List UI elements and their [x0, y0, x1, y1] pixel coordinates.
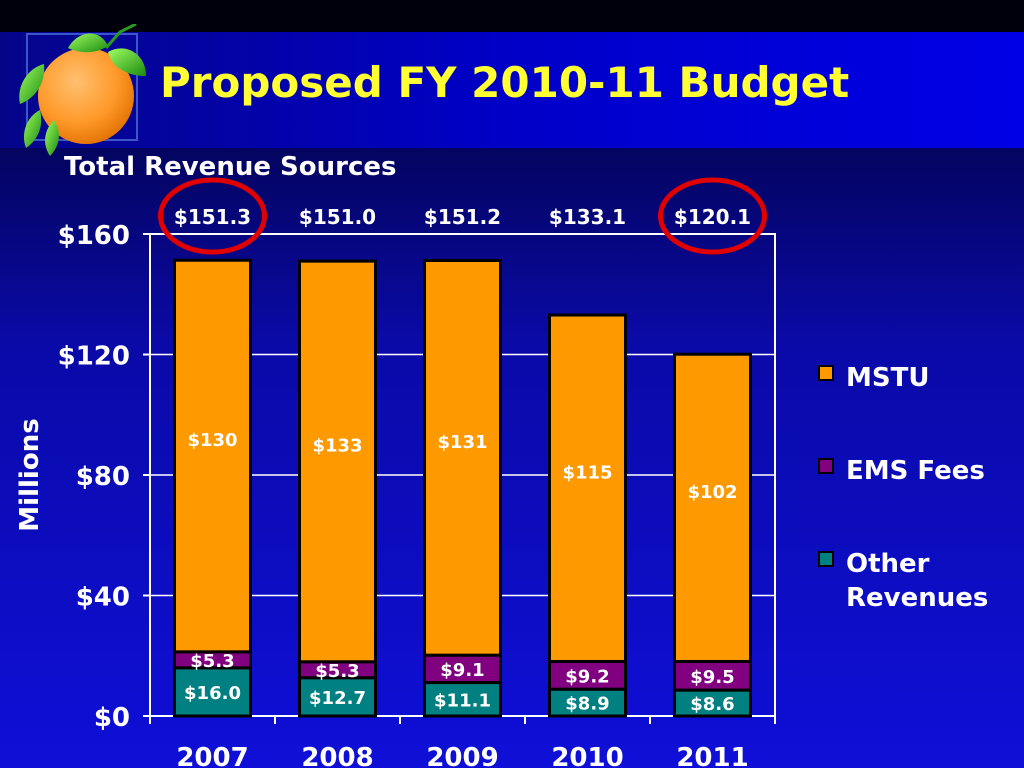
- total-label: $120.1: [674, 205, 751, 229]
- bar-mstu: [173, 258, 252, 654]
- data-label-other-revenues: $8.6: [690, 694, 734, 715]
- highlight-circle: [158, 177, 267, 255]
- slide-title: Proposed FY 2010-11 Budget: [160, 58, 850, 107]
- data-label-mstu: $130: [187, 430, 237, 451]
- bar-mstu: [423, 259, 502, 657]
- data-label-ems-fees: $5.3: [190, 651, 234, 672]
- data-label-ems-fees: $5.3: [315, 661, 359, 682]
- data-label-mstu: $115: [562, 462, 612, 483]
- legend-swatch-mstu: [818, 365, 834, 381]
- x-tick-label: 2008: [301, 743, 373, 768]
- highlight-circle: [658, 177, 767, 255]
- title-band: [0, 32, 1024, 148]
- data-label-mstu: $131: [437, 432, 487, 453]
- y-axis-label: Millions: [15, 418, 45, 531]
- total-label: $151.0: [299, 205, 376, 229]
- legend-label-mstu: MSTU: [846, 363, 930, 393]
- legend-label-other-line1: Other: [846, 549, 930, 579]
- x-tick-label: 2011: [676, 743, 748, 768]
- data-label-mstu: $102: [687, 482, 737, 503]
- bar-other-revenues: [173, 666, 252, 718]
- legend-swatch-ems-fees: [818, 458, 834, 474]
- data-label-other-revenues: $11.1: [434, 690, 491, 711]
- data-label-ems-fees: $9.1: [440, 660, 484, 681]
- total-label: $133.1: [549, 205, 626, 229]
- data-label-other-revenues: $8.9: [565, 694, 609, 715]
- legend-label-other-revenues: Other Revenues: [846, 547, 988, 615]
- top-bar: [0, 0, 1024, 32]
- data-label-other-revenues: $12.7: [309, 688, 366, 709]
- data-label-ems-fees: $9.2: [565, 666, 609, 687]
- data-label-ems-fees: $9.5: [690, 667, 734, 688]
- x-tick-label: 2010: [551, 743, 623, 768]
- y-tick-label: $120: [58, 342, 130, 372]
- bar-other-revenues: [298, 676, 377, 718]
- bar-mstu: [673, 352, 752, 663]
- data-label-other-revenues: $16.0: [184, 683, 241, 704]
- legend-swatch-other-revenues: [818, 551, 834, 567]
- total-label: $151.2: [424, 205, 501, 229]
- x-tick-label: 2009: [426, 743, 498, 768]
- y-tick-label: $0: [94, 703, 130, 733]
- total-label: $151.3: [174, 205, 251, 229]
- bar-mstu: [298, 259, 377, 664]
- y-tick-label: $40: [76, 583, 130, 613]
- y-tick-label: $160: [58, 221, 130, 251]
- chart-title: Total Revenue Sources: [64, 152, 397, 182]
- legend-label-ems-fees: EMS Fees: [846, 456, 985, 486]
- y-tick-label: $80: [76, 462, 130, 492]
- orange-fruit-icon: [19, 24, 146, 156]
- bar-mstu: [548, 313, 627, 663]
- x-tick-label: 2007: [176, 743, 248, 768]
- bar-other-revenues: [673, 688, 752, 718]
- data-label-mstu: $133: [312, 435, 362, 456]
- legend-label-other-line2: Revenues: [846, 583, 989, 613]
